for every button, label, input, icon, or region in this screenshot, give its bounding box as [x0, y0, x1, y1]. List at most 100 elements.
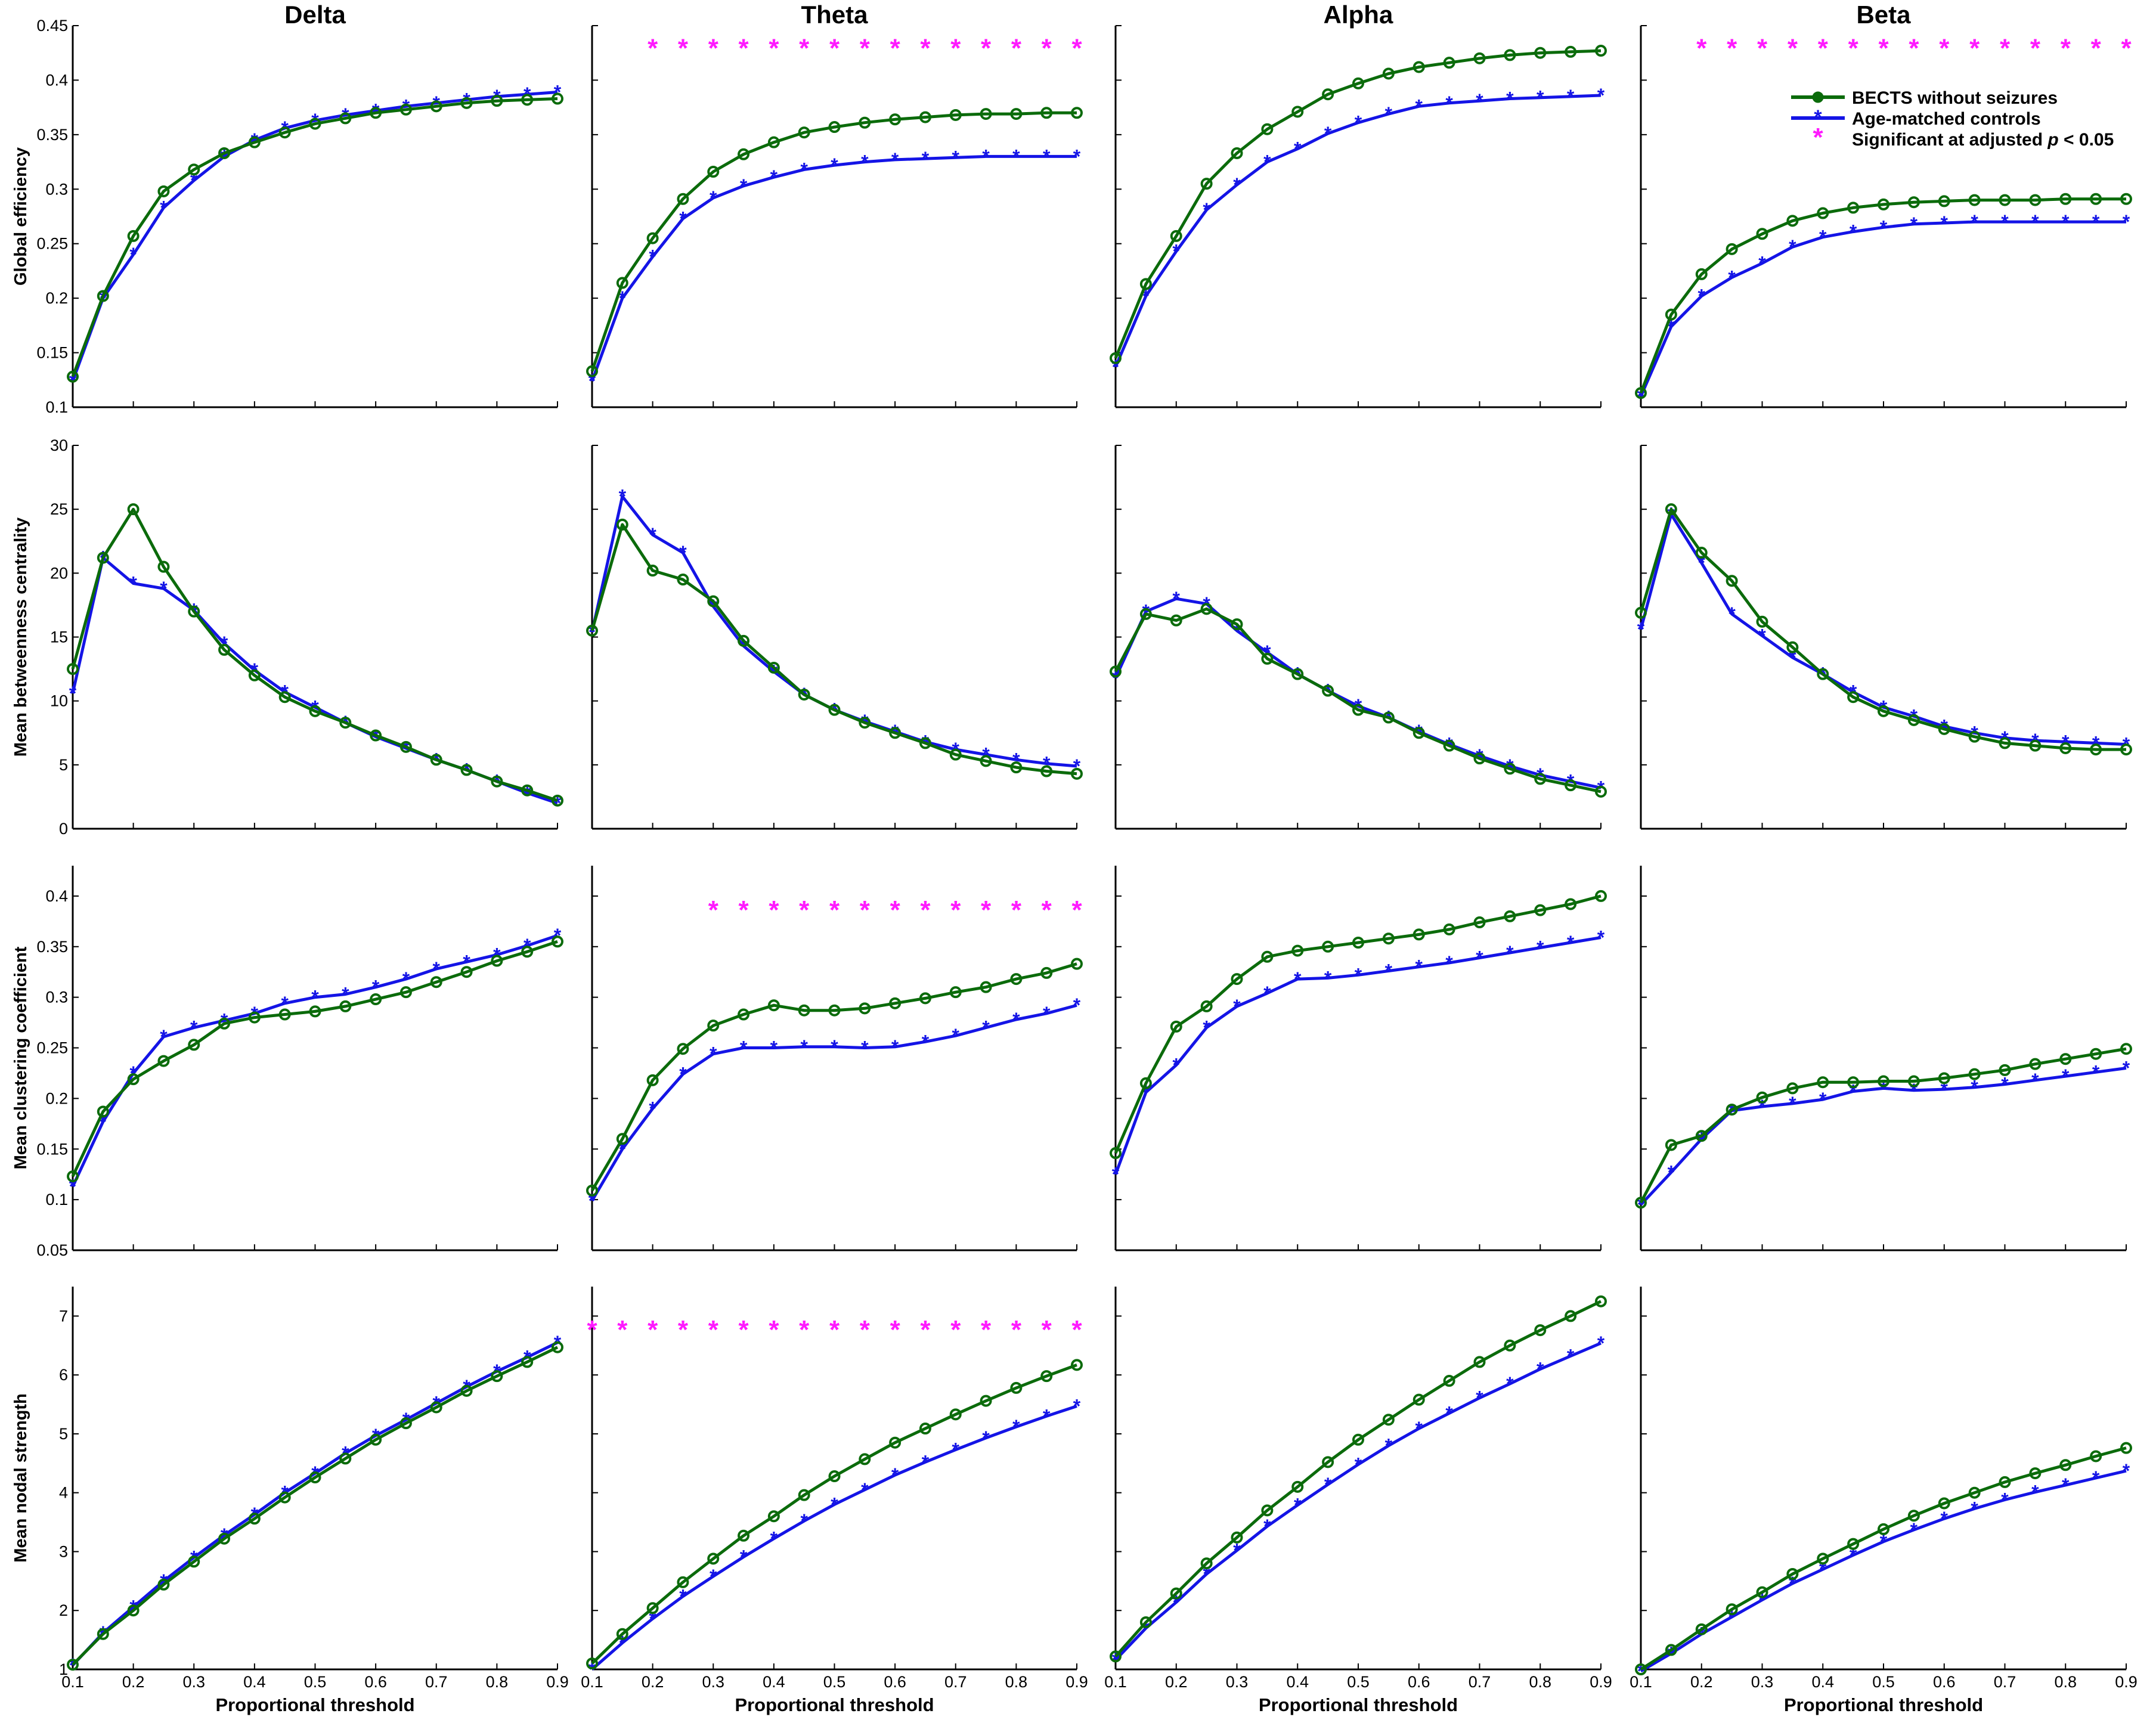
- bects-point: [1110, 352, 1122, 364]
- bects-point: [738, 1529, 750, 1542]
- bects-point: [919, 992, 931, 1005]
- y-tick-label: 5: [59, 1425, 68, 1443]
- controls-point: *: [1789, 1093, 1796, 1114]
- bects-point: [798, 1489, 810, 1501]
- bects-series-line: [1639, 507, 2126, 751]
- controls-point: *: [1819, 1089, 1827, 1110]
- controls-point: *: [1073, 1396, 1081, 1417]
- bects-series-line: [1114, 607, 1601, 794]
- controls-point: *: [1941, 1508, 1949, 1529]
- x-tick-label: 0.6: [884, 1673, 906, 1691]
- controls-point: *: [342, 104, 349, 126]
- significance-marker: *: [1757, 34, 1768, 63]
- controls-point: *: [463, 89, 470, 110]
- bects-point: [1635, 1663, 1647, 1675]
- controls-point: *: [160, 578, 168, 599]
- bects-point: [1261, 652, 1274, 665]
- controls-point: *: [1385, 1435, 1393, 1457]
- y-tick-label: 0.1: [45, 1191, 68, 1209]
- controls-point: *: [1445, 952, 1453, 974]
- bects-point: [2090, 1450, 2102, 1462]
- bects-point: [521, 784, 534, 797]
- controls-point: *: [1385, 103, 1393, 125]
- controls-point: *: [1012, 145, 1020, 167]
- bects-point: [677, 193, 689, 205]
- bects-point: [460, 1384, 473, 1397]
- bects-point: [339, 1000, 352, 1012]
- bects-point: [552, 935, 563, 948]
- controls-point: *: [679, 542, 687, 563]
- significance-marker: *: [1071, 1315, 1082, 1344]
- bects-point: [980, 108, 992, 120]
- bects-point: [949, 986, 962, 999]
- controls-point: *: [1294, 1494, 1302, 1516]
- x-tick-label: 0.1: [1104, 1673, 1127, 1691]
- x-tick-label: 0.8: [2054, 1673, 2077, 1691]
- bects-point: [859, 116, 871, 129]
- controls-point: *: [922, 1031, 930, 1052]
- controls-point: *: [1819, 227, 1827, 248]
- bects-point: [1968, 194, 1981, 206]
- bects-point: [430, 1401, 442, 1414]
- controls-point: *: [770, 1528, 778, 1550]
- panel-beta-r3: 0.1 0.2 0.3 0.4 0.5 0.6 0.7 0.8 0.9 Proportional …: [1630, 1287, 2138, 1715]
- significance-marker: *: [920, 896, 931, 925]
- x-tick-label: 0.7: [944, 1673, 967, 1691]
- controls-point: *: [800, 1036, 808, 1058]
- controls-point: *: [1537, 937, 1544, 958]
- bects-series-line: [591, 1364, 1077, 1665]
- controls-point: *: [1698, 285, 1706, 306]
- bects-point: [1665, 1644, 1677, 1656]
- controls-point: *: [1971, 1077, 1978, 1098]
- y-tick-label: 0.45: [36, 17, 68, 35]
- controls-point: *: [740, 1546, 748, 1567]
- bects-point: [1231, 1531, 1243, 1544]
- bects-point: [1443, 923, 1455, 935]
- controls-point: *: [1415, 1418, 1423, 1439]
- bects-point: [1534, 773, 1547, 785]
- y-tick-label: 0.1: [45, 398, 68, 416]
- y-axis-label: Mean betweenness centrality: [11, 518, 30, 757]
- bects-point: [1412, 61, 1425, 73]
- controls-point: *: [831, 1036, 838, 1058]
- bects-point: [552, 1341, 563, 1353]
- bects-point: [339, 1452, 352, 1465]
- controls-point: *: [1173, 1054, 1181, 1076]
- bects-point: [248, 1513, 261, 1525]
- legend-controls-label: Age-matched controls: [1852, 109, 2041, 129]
- bects-point: [1110, 665, 1122, 678]
- significance-marker: *: [1848, 34, 1859, 63]
- bects-series-line: [1114, 894, 1601, 1154]
- bects-point: [1726, 243, 1738, 255]
- controls-point: *: [2092, 211, 2100, 233]
- panel-delta-r2: 0.05 0.1 0.15 0.2 0.25 0.3 0.35 0.4 Mean cluster…: [11, 866, 563, 1259]
- x-tick-label: 0.3: [182, 1673, 205, 1691]
- x-tick-label: 0.4: [763, 1673, 785, 1691]
- bects-point: [1473, 1356, 1486, 1368]
- controls-point: *: [1567, 932, 1575, 953]
- y-tick-label: 15: [50, 628, 68, 646]
- controls-point: *: [1758, 625, 1766, 646]
- bects-point: [1170, 1020, 1182, 1033]
- controls-point: *: [1263, 1516, 1271, 1537]
- controls-point: *: [649, 524, 656, 546]
- significance-marker: *: [769, 1315, 779, 1344]
- bects-point: [1635, 606, 1647, 619]
- bects-point: [157, 1578, 170, 1591]
- controls-point: *: [1850, 1081, 1857, 1102]
- controls-point: *: [1728, 267, 1736, 288]
- controls-point: *: [1597, 927, 1605, 949]
- bects-point: [2029, 1058, 2042, 1070]
- y-tick-label: 4: [59, 1484, 68, 1502]
- controls-point: *: [2062, 211, 2070, 233]
- bects-point: [767, 661, 780, 674]
- y-tick-label: 0.2: [45, 1089, 68, 1107]
- significance-marker: *: [678, 1315, 689, 1344]
- bects-point: [218, 643, 231, 656]
- controls-point: *: [1112, 356, 1120, 377]
- bects-point: [798, 126, 810, 139]
- x-tick-label: 0.6: [1933, 1673, 1956, 1691]
- controls-series-line: [1639, 220, 2126, 397]
- bects-point: [1968, 1068, 1981, 1080]
- bects-point: [1695, 547, 1708, 559]
